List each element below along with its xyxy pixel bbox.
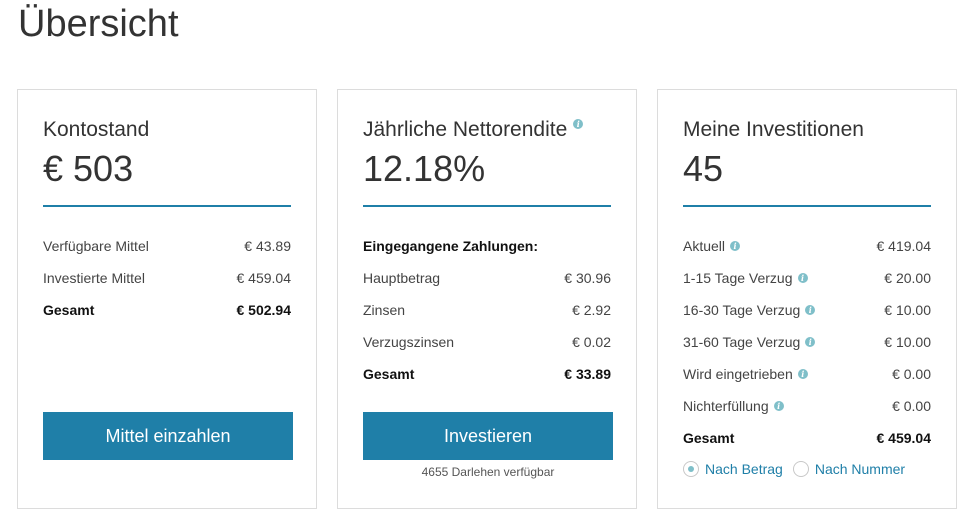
invest-button[interactable]: Investieren [363,412,613,460]
investments-title: Meine Investitionen [683,118,864,141]
balance-row-available: Verfügbare Mittel € 43.89 [43,230,291,262]
row-value: € 2.92 [572,302,611,318]
info-icon[interactable]: i [805,337,816,347]
row-value: € 502.94 [236,302,292,318]
row-label-wrap: 1-15 Tage Verzug i [683,270,808,286]
balance-title: Kontostand [43,118,150,141]
balance-row-invested: Investierte Mittel € 459.04 [43,262,291,294]
balance-rows: Verfügbare Mittel € 43.89 Investierte Mi… [43,230,291,326]
row-value: € 459.04 [876,430,932,446]
radio-dot[interactable] [792,461,809,477]
investments-rows: Aktuell i € 419.04 1-15 Tage Verzug i € 20… [683,230,931,454]
balance-row-total: Gesamt € 502.94 [43,294,291,326]
row-value: € 20.00 [884,270,931,286]
available-loans-note: 4655 Darlehen verfügbar [421,465,555,479]
row-label-wrap: 31-60 Tage Verzug i [683,334,816,350]
row-value: € 10.00 [884,334,931,350]
balance-value: € 503 [43,148,134,189]
row-value: € 10.00 [884,302,931,318]
deposit-funds-button[interactable]: Mittel einzahlen [43,412,293,460]
radio-label[interactable]: Nach Betrag [705,461,783,477]
return-divider [363,205,611,207]
sort-by-number-radio[interactable]: Nach Nummer [792,461,906,477]
return-row-interest: Zinsen € 2.92 [363,294,611,326]
investments-value: 45 [683,148,724,189]
row-value: € 33.89 [564,366,611,382]
investments-row-late-1-15: 1-15 Tage Verzug i € 20.00 [683,262,931,294]
payments-heading-label: Eingegangene Zahlungen: [363,238,539,254]
row-label: 1-15 Tage Verzug [683,270,793,286]
return-title: Jährliche Nettorendite [363,118,568,141]
investments-row-late-31-60: 31-60 Tage Verzug i € 10.00 [683,326,931,358]
sort-radio-group: Nach Betrag Nach Nummer [683,461,915,477]
investments-row-total: Gesamt € 459.04 [683,422,931,454]
row-label: Verzugszinsen [363,334,455,350]
row-label: 31-60 Tage Verzug [683,334,801,350]
row-value: € 0.02 [572,334,611,350]
return-row-total: Gesamt € 33.89 [363,358,611,390]
return-row-principal: Hauptbetrag € 30.96 [363,262,611,294]
row-value: € 459.04 [236,270,292,286]
row-label: Gesamt [43,302,95,318]
return-value: 12.18% [363,148,486,189]
radio-dot-checked[interactable] [683,461,699,477]
investments-divider [683,205,931,207]
investments-card: Meine Investitionen 45 Aktuell i € 419.04… [657,89,957,509]
balance-divider [43,205,291,207]
row-label: Zinsen [363,302,406,318]
row-value: € 30.96 [564,270,611,286]
info-icon[interactable]: i [730,241,741,251]
return-row-late-interest: Verzugszinsen € 0.02 [363,326,611,358]
row-value: € 0.00 [892,366,931,382]
info-icon[interactable]: i [797,369,808,379]
row-value: € 43.89 [244,238,291,254]
row-label-wrap: Nichterfüllung i [683,398,784,414]
row-label-wrap: Aktuell i [683,238,741,254]
return-rows: Eingegangene Zahlungen: Hauptbetrag € 30… [363,230,611,390]
info-icon[interactable]: i [805,305,816,315]
radio-label[interactable]: Nach Nummer [814,461,906,477]
row-label: 16-30 Tage Verzug [683,302,801,318]
balance-card: Kontostand € 503 Verfügbare Mittel € 43.… [17,89,317,509]
row-label: Gesamt [683,430,735,446]
row-label: Verfügbare Mittel [43,238,149,254]
return-title-wrap: Jährliche Nettorendite i [363,118,584,142]
page-title: Übersicht [18,3,179,45]
investments-row-collection: Wird eingetrieben i € 0.00 [683,358,931,390]
info-icon[interactable]: i [773,401,784,411]
row-label: Wird eingetrieben [683,366,793,382]
sort-by-amount-radio[interactable]: Nach Betrag [683,461,783,477]
row-label-wrap: 16-30 Tage Verzug i [683,302,816,318]
investments-row-late-16-30: 16-30 Tage Verzug i € 10.00 [683,294,931,326]
investments-row-default: Nichterfüllung i € 0.00 [683,390,931,422]
row-label: Investierte Mittel [43,270,145,286]
row-label: Gesamt [363,366,415,382]
row-label: Aktuell [683,238,726,254]
return-card: Jährliche Nettorendite i 12.18% Eingegang… [337,89,637,509]
info-icon[interactable]: i [573,119,584,129]
row-label-wrap: Wird eingetrieben i [683,366,808,382]
investments-row-current: Aktuell i € 419.04 [683,230,931,262]
row-label: Hauptbetrag [363,270,441,286]
payments-heading: Eingegangene Zahlungen: [363,230,611,262]
row-value: € 419.04 [876,238,932,254]
info-icon[interactable]: i [797,273,808,283]
row-value: € 0.00 [892,398,931,414]
row-label: Nichterfüllung [683,398,769,414]
